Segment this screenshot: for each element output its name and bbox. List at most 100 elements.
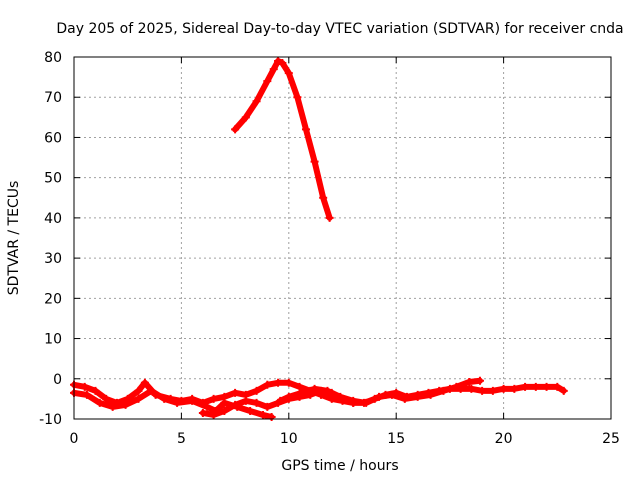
data-point (241, 113, 250, 122)
series-arc-low-2 (70, 386, 276, 421)
data-point (134, 386, 143, 395)
data-point (310, 157, 319, 166)
data-point (531, 382, 540, 391)
data-point (284, 69, 293, 78)
data-point (82, 390, 91, 399)
data-point (160, 394, 169, 403)
data-point (259, 410, 268, 419)
x-tick-label: 20 (495, 431, 513, 447)
y-axis-title: SDTVAR / TECUs (6, 181, 22, 296)
data-point (91, 386, 100, 395)
data-point (140, 378, 149, 387)
data-point (452, 382, 461, 391)
data-point (325, 213, 334, 222)
data-point (209, 394, 218, 403)
data-point (559, 386, 568, 395)
data-point (499, 384, 508, 393)
data-point (274, 378, 283, 387)
y-tick-label: 50 (44, 171, 62, 187)
data-point (362, 398, 371, 407)
y-tick-label: 0 (53, 372, 62, 388)
data-point (278, 59, 287, 68)
data-point (319, 193, 328, 202)
data-point (173, 398, 182, 407)
data-point (121, 400, 130, 409)
grid-lines (74, 57, 611, 419)
data-point (510, 384, 519, 393)
data-point (284, 394, 293, 403)
y-tick-label: 80 (44, 50, 62, 66)
data-point (542, 382, 551, 391)
data-point (375, 392, 384, 401)
data-point (246, 406, 255, 415)
data-point (426, 390, 435, 399)
data-point (220, 398, 229, 407)
data-point (274, 57, 283, 66)
y-tick-label: 40 (44, 211, 62, 227)
data-point (349, 398, 358, 407)
data-point (274, 398, 283, 407)
y-tick-label: -10 (39, 412, 62, 428)
data-point (267, 412, 276, 421)
data-point (327, 388, 336, 397)
data-point (306, 390, 315, 399)
data-point (284, 378, 293, 387)
x-tick-label: 10 (280, 431, 298, 447)
data-point (209, 410, 218, 419)
data-point (134, 394, 143, 403)
data-point (475, 376, 484, 385)
data-point (269, 65, 278, 74)
plot-border (73, 56, 612, 420)
data-point (188, 396, 197, 405)
data-point (263, 77, 272, 86)
x-tick-label: 25 (602, 431, 620, 447)
x-tick-label: 0 (70, 431, 79, 447)
y-tick-label: 60 (44, 130, 62, 146)
data-point (95, 398, 104, 407)
series-arc-peak (231, 57, 334, 222)
y-tick-label: 70 (44, 90, 62, 106)
data-point (465, 377, 474, 386)
y-tick-label: 10 (44, 332, 62, 348)
data-point (553, 382, 562, 391)
x-axis-title: GPS time / hours (281, 458, 398, 474)
data-point (400, 394, 409, 403)
y-tick-label: 20 (44, 291, 62, 307)
data-point (203, 402, 212, 411)
data-point (467, 384, 476, 393)
data-point (108, 402, 117, 411)
data-points (70, 57, 568, 421)
data-point (102, 394, 111, 403)
data-point (295, 392, 304, 401)
data-point (252, 97, 261, 106)
data-point (317, 386, 326, 395)
x-tick-label: 15 (387, 431, 405, 447)
data-point (263, 402, 272, 411)
data-point (231, 400, 240, 409)
y-tick-label: 30 (44, 251, 62, 267)
data-point (478, 386, 487, 395)
data-point (295, 382, 304, 391)
series-arc-low-4 (198, 386, 358, 419)
data-point (301, 125, 310, 134)
chart-title: Day 205 of 2025, Sidereal Day-to-day VTE… (56, 21, 623, 37)
data-point (387, 390, 396, 399)
data-point (521, 382, 530, 391)
data-point (413, 392, 422, 401)
data-point (147, 386, 156, 395)
data-point (263, 380, 272, 389)
data-point (198, 408, 207, 417)
data-point (231, 388, 240, 397)
x-tick-label: 5 (177, 431, 186, 447)
data-point (293, 93, 302, 102)
data-point (252, 398, 261, 407)
data-point (252, 386, 261, 395)
data-point (231, 125, 240, 134)
data-point (241, 396, 250, 405)
data-point (488, 386, 497, 395)
data-point (220, 406, 229, 415)
axis-ticks: 0 5 10 15 20 25 -10 0 10 20 30 40 50 60 70 80 (39, 50, 620, 447)
data-point (338, 394, 347, 403)
